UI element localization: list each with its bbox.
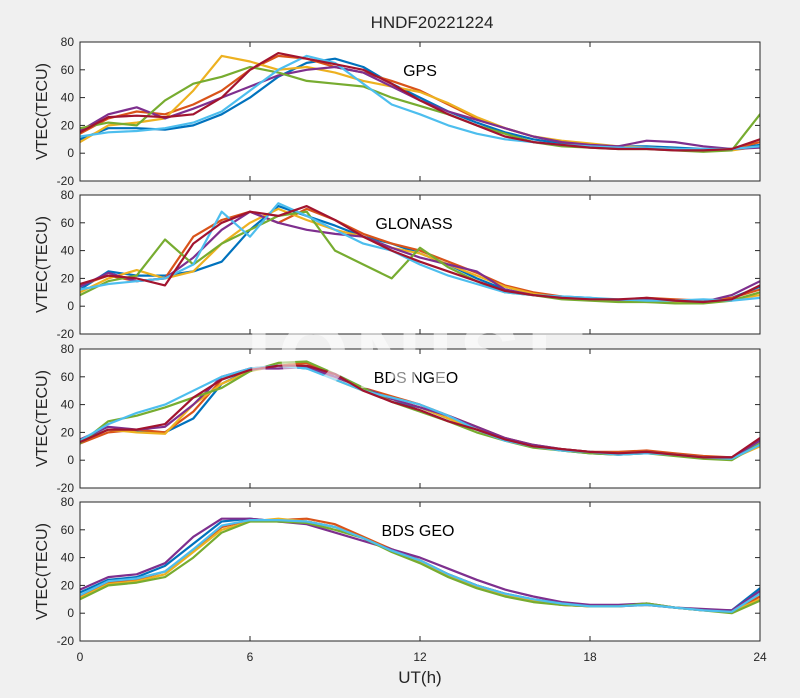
y-tick-label: 80 xyxy=(61,188,75,202)
y-tick-label: 60 xyxy=(61,523,75,537)
x-axis-label: UT(h) xyxy=(398,668,441,687)
y-tick-label: -20 xyxy=(57,481,75,495)
figure-title: HNDF20221224 xyxy=(371,13,494,32)
y-axis-label: VTEC(TECU) xyxy=(34,63,51,160)
series-group xyxy=(80,360,760,462)
y-tick-label: 60 xyxy=(61,216,75,230)
y-tick-label: 20 xyxy=(61,425,75,439)
y-axis-label: VTEC(TECU) xyxy=(34,216,51,313)
panel-annotation: GPS xyxy=(403,63,437,80)
panel-annotation: GLONASS xyxy=(375,216,452,233)
x-tick-label: 0 xyxy=(77,650,84,664)
y-tick-label: 20 xyxy=(61,118,75,132)
y-axis-label: VTEC(TECU) xyxy=(34,523,51,620)
y-tick-label: -20 xyxy=(57,634,75,648)
series-line xyxy=(80,520,760,615)
y-tick-label: 20 xyxy=(61,271,75,285)
x-tick-label: 24 xyxy=(753,650,767,664)
watermark-text: IONISE xyxy=(246,306,594,408)
y-tick-label: 40 xyxy=(61,398,75,412)
panel-bds-ngeo: -20 0 20 40 60 80 VTEC(TECU) BDS NGEO xyxy=(34,342,761,495)
y-tick-label: -20 xyxy=(57,174,75,188)
y-tick-label: 40 xyxy=(61,244,75,258)
series-line xyxy=(80,52,760,152)
y-tick-label: 80 xyxy=(61,495,75,509)
series-line xyxy=(80,57,760,151)
series-line xyxy=(80,519,760,613)
series-group xyxy=(80,517,760,615)
y-tick-label: 40 xyxy=(61,91,75,105)
series-line xyxy=(80,210,760,304)
panel-annotation: BDS GEO xyxy=(382,523,455,540)
y-tick-label: 0 xyxy=(67,453,74,467)
series-line xyxy=(80,364,760,460)
series-group xyxy=(80,202,760,305)
x-tick-label: 18 xyxy=(583,650,597,664)
x-tick-label: 12 xyxy=(413,650,427,664)
y-tick-label: 0 xyxy=(67,146,74,160)
series-line xyxy=(80,205,760,304)
x-tick-label: 6 xyxy=(247,650,254,664)
y-tick-label: 0 xyxy=(67,606,74,620)
panel-gps: -20 0 20 40 60 80 VTEC(TECU) GPS xyxy=(34,35,761,188)
y-tick-label: 80 xyxy=(61,35,75,49)
y-axis-label: VTEC(TECU) xyxy=(34,370,51,467)
y-tick-label: -20 xyxy=(57,327,75,341)
y-tick-label: 0 xyxy=(67,299,74,313)
y-tick-label: 60 xyxy=(61,63,75,77)
plot-area xyxy=(80,42,760,181)
panel-glonass: -20 0 20 40 60 80 VTEC(TECU) GLONASS xyxy=(34,188,761,341)
plot-area xyxy=(80,502,760,641)
series-line xyxy=(80,202,760,302)
y-tick-label: 80 xyxy=(61,342,75,356)
y-tick-label: 60 xyxy=(61,370,75,384)
y-tick-label: 40 xyxy=(61,551,75,565)
y-tick-label: 20 xyxy=(61,578,75,592)
series-line xyxy=(80,54,760,151)
series-group xyxy=(80,52,760,153)
series-line xyxy=(80,364,760,459)
panel-annotation: BDS NGEO xyxy=(374,370,458,387)
